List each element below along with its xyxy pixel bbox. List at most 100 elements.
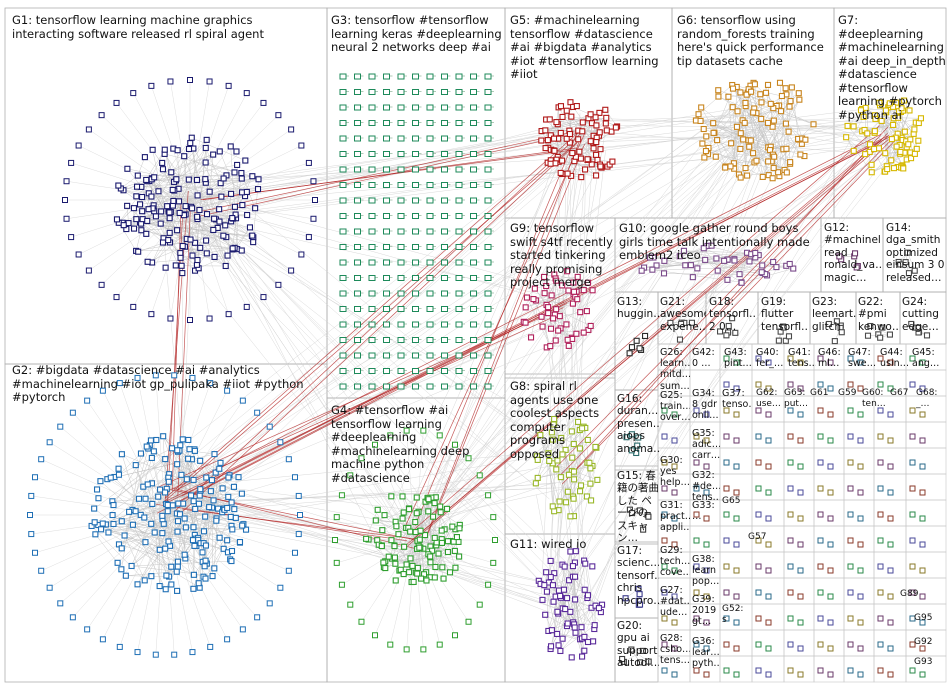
vertex-g1 bbox=[172, 262, 179, 269]
vertex-g3 bbox=[397, 166, 405, 173]
vertex-g2 bbox=[175, 500, 182, 507]
vertex-g3 bbox=[354, 166, 361, 173]
edge-highlight bbox=[176, 301, 565, 503]
vertex-g3 bbox=[455, 368, 463, 374]
vertex-small-group bbox=[877, 407, 884, 414]
edge bbox=[127, 168, 177, 180]
edge bbox=[94, 522, 179, 562]
edge bbox=[72, 412, 166, 516]
vertex-g2 bbox=[129, 521, 136, 528]
group-label-g19: G19: flutter tensorfl… bbox=[761, 296, 809, 333]
vertex-g5 bbox=[596, 109, 603, 116]
vertex-g2 bbox=[291, 474, 298, 481]
vertex-g3 bbox=[470, 337, 477, 343]
vertex-g3 bbox=[426, 337, 434, 343]
vertex-g3 bbox=[354, 228, 361, 235]
vertex-g2 bbox=[211, 565, 218, 572]
edge bbox=[386, 122, 772, 560]
vertex-small-group bbox=[765, 515, 772, 522]
vertex-g4 bbox=[399, 493, 406, 500]
vertex-g2 bbox=[219, 485, 226, 492]
vertex-g4 bbox=[382, 565, 389, 572]
vertex-g4 bbox=[465, 618, 472, 625]
vertex-g2 bbox=[229, 526, 236, 533]
vertex-g8 bbox=[579, 425, 586, 432]
vertex-g2 bbox=[215, 505, 222, 512]
vertex-g2 bbox=[155, 493, 162, 500]
vertex-g6 bbox=[695, 111, 702, 118]
edge bbox=[554, 274, 569, 346]
vertex-small-group bbox=[909, 459, 916, 466]
vertex-g6 bbox=[783, 145, 790, 152]
edge bbox=[525, 290, 569, 308]
vertex-g1 bbox=[211, 253, 218, 260]
edge-highlight bbox=[164, 130, 581, 499]
vertex-g11 bbox=[554, 608, 561, 615]
vertex-g14 bbox=[905, 270, 912, 277]
group-label-g2: G2: #bigdata #datascience #ai #analytics… bbox=[12, 364, 304, 405]
vertex-g1 bbox=[68, 159, 75, 166]
vertex-g2 bbox=[254, 614, 261, 621]
edge bbox=[202, 222, 428, 564]
vertex-g9 bbox=[523, 294, 530, 301]
vertex-g9 bbox=[570, 279, 577, 286]
vertex-g3 bbox=[426, 89, 434, 95]
vertex-g4 bbox=[465, 455, 472, 462]
vertex-small-group bbox=[827, 359, 834, 366]
vertex-g3 bbox=[470, 306, 477, 312]
vertex-g5 bbox=[559, 157, 566, 164]
vertex-g6 bbox=[710, 120, 717, 127]
vertex-g6 bbox=[710, 129, 717, 136]
vertex-g3 bbox=[339, 182, 347, 188]
vertex-g3 bbox=[412, 337, 419, 343]
vertex-g1 bbox=[113, 294, 120, 301]
vertex-g6 bbox=[796, 96, 803, 103]
vertex-g6 bbox=[700, 125, 707, 133]
vertex-g3 bbox=[426, 104, 434, 111]
vertex-g3 bbox=[441, 182, 448, 188]
vertex-g7 bbox=[875, 145, 883, 152]
vertex-g6 bbox=[788, 84, 795, 91]
vertex-small-group bbox=[817, 537, 824, 544]
vertex-g4 bbox=[437, 509, 444, 516]
group-label-g57: G57 bbox=[748, 532, 767, 542]
vertex-g1 bbox=[75, 142, 82, 149]
edge bbox=[189, 181, 314, 201]
vertex-g13 bbox=[626, 350, 633, 357]
vertex-g2 bbox=[238, 490, 245, 497]
vertex-small-group bbox=[887, 489, 894, 496]
vertex-g7 bbox=[905, 141, 912, 148]
vertex-g4 bbox=[451, 547, 458, 554]
group-label-g15: G15: 春籍の著曲した ページの スキャン… bbox=[617, 470, 659, 544]
vertex-g4 bbox=[381, 512, 388, 519]
vertex-g6 bbox=[769, 123, 776, 130]
edge bbox=[567, 128, 878, 155]
vertex-g3 bbox=[441, 73, 448, 80]
vertex-g2 bbox=[173, 568, 180, 575]
vertex-g6 bbox=[783, 169, 790, 176]
vertex-small-group bbox=[797, 619, 804, 626]
vertex-g3 bbox=[368, 213, 376, 219]
vertex-g5 bbox=[602, 120, 609, 127]
vertex-g2 bbox=[266, 423, 273, 430]
vertex-small-group bbox=[877, 381, 884, 388]
vertex-g3 bbox=[339, 104, 347, 111]
vertex-g1 bbox=[216, 148, 223, 155]
vertex-small-group bbox=[857, 515, 864, 522]
edge bbox=[196, 479, 413, 544]
vertex-g1 bbox=[244, 211, 251, 219]
vertex-g4 bbox=[452, 441, 458, 448]
vertex-small-group bbox=[909, 641, 916, 648]
vertex-g2 bbox=[28, 531, 35, 538]
vertex-g3 bbox=[412, 73, 419, 80]
vertex-small-group bbox=[847, 459, 854, 466]
vertex-g11 bbox=[578, 624, 585, 631]
edge bbox=[200, 214, 592, 472]
edge bbox=[149, 164, 238, 182]
vertex-g2 bbox=[143, 443, 150, 450]
vertex-g10 bbox=[661, 257, 668, 264]
vertex-g1 bbox=[139, 208, 146, 215]
vertex-small-group bbox=[765, 645, 772, 652]
vertex-g2 bbox=[224, 504, 231, 512]
vertex-g1 bbox=[206, 315, 213, 322]
